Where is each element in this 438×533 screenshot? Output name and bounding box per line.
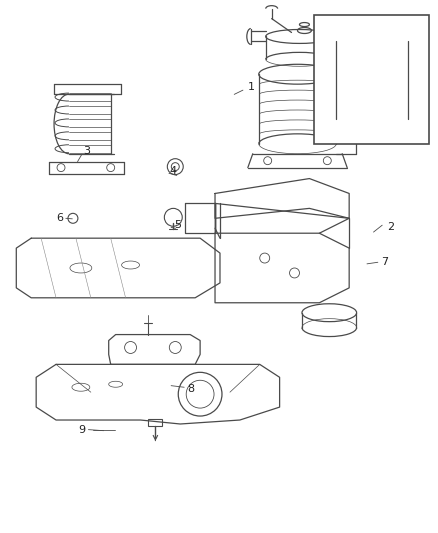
Text: 9: 9 bbox=[78, 425, 85, 434]
Text: 6: 6 bbox=[57, 213, 64, 223]
Bar bbox=[148, 419, 162, 426]
Bar bbox=[314, 14, 429, 144]
Text: 4: 4 bbox=[170, 166, 177, 176]
Text: 1: 1 bbox=[248, 83, 255, 93]
Text: 8: 8 bbox=[187, 384, 194, 394]
Text: 5: 5 bbox=[174, 220, 181, 230]
Text: 2: 2 bbox=[387, 222, 395, 232]
Text: 7: 7 bbox=[381, 257, 388, 267]
Text: 3: 3 bbox=[83, 146, 90, 156]
